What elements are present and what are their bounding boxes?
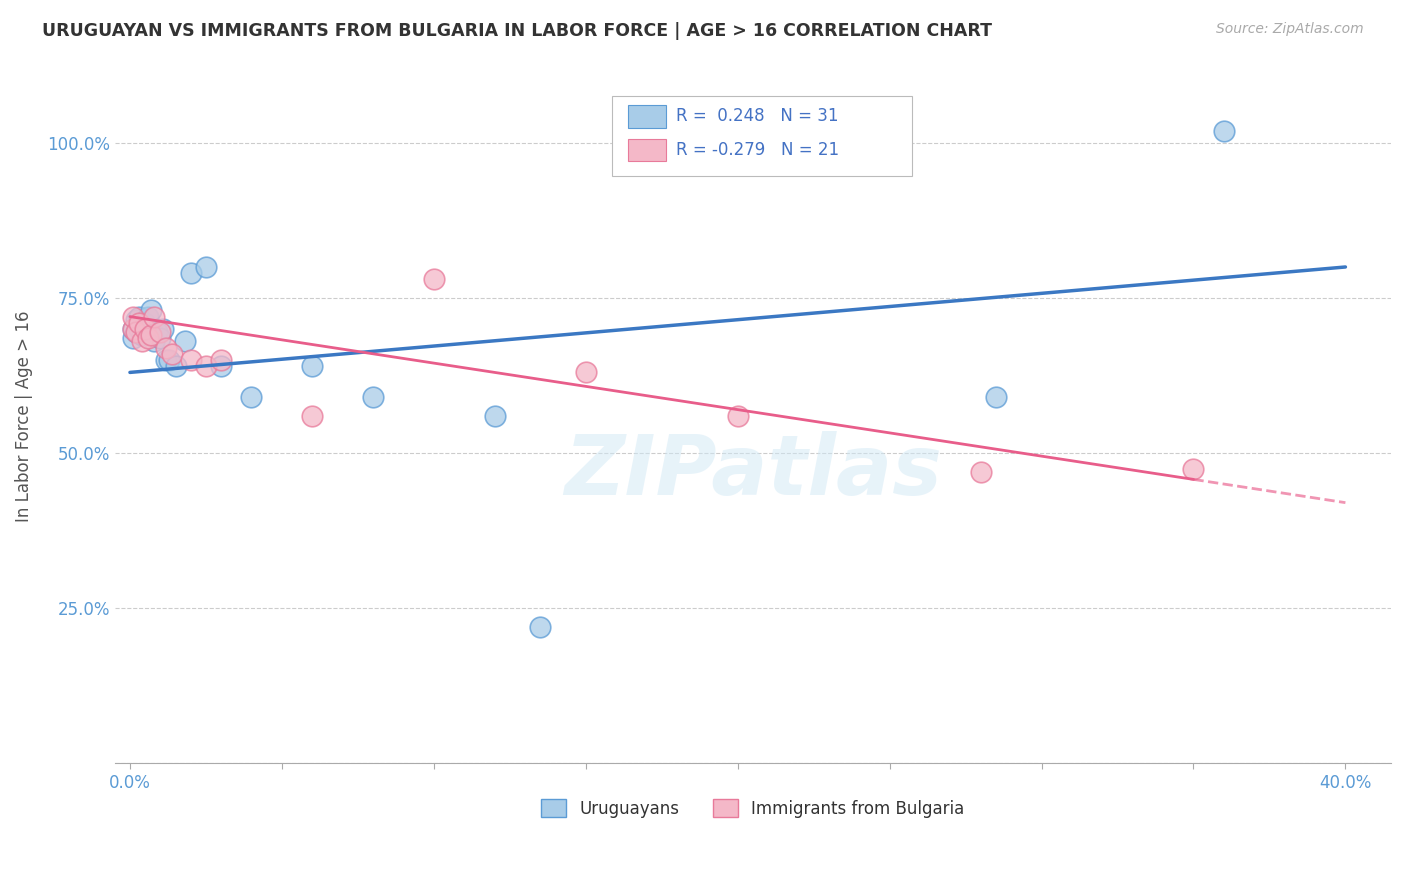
Point [575, 366, 598, 380]
Point [122, 310, 145, 324]
Point [134, 316, 156, 330]
Point [194, 359, 217, 374]
Point [128, 310, 150, 324]
Point [131, 328, 153, 343]
Point [1182, 461, 1205, 475]
Point [152, 322, 174, 336]
Point [149, 325, 172, 339]
FancyBboxPatch shape [628, 105, 666, 128]
Point [423, 272, 446, 286]
Point [984, 390, 1007, 404]
Point [194, 260, 217, 274]
Point [134, 322, 156, 336]
Point [484, 409, 506, 423]
Point [180, 353, 202, 368]
Point [727, 409, 749, 423]
Point [143, 334, 166, 349]
Legend: Uruguayans, Immigrants from Bulgaria: Uruguayans, Immigrants from Bulgaria [534, 793, 972, 824]
Point [136, 310, 159, 324]
Point [122, 331, 145, 345]
Point [180, 266, 202, 280]
Point [125, 325, 148, 339]
Point [159, 353, 181, 368]
Y-axis label: In Labor Force | Age > 16: In Labor Force | Age > 16 [15, 310, 32, 522]
Text: R =  0.248   N = 31: R = 0.248 N = 31 [676, 107, 839, 126]
Point [125, 325, 148, 339]
Text: URUGUAYAN VS IMMIGRANTS FROM BULGARIA IN LABOR FORCE | AGE > 16 CORRELATION CHAR: URUGUAYAN VS IMMIGRANTS FROM BULGARIA IN… [42, 22, 993, 40]
Point [134, 322, 156, 336]
Point [1212, 123, 1234, 137]
Point [141, 328, 163, 343]
Point [529, 620, 551, 634]
Point [155, 341, 177, 355]
Text: ZIPatlas: ZIPatlas [564, 431, 942, 512]
Point [128, 322, 150, 336]
Point [131, 334, 153, 349]
Point [162, 347, 184, 361]
Point [136, 331, 159, 345]
Point [155, 353, 177, 368]
Point [173, 334, 195, 349]
Point [122, 322, 145, 336]
Point [240, 390, 263, 404]
Point [125, 312, 148, 326]
Point [209, 353, 232, 368]
FancyBboxPatch shape [613, 96, 912, 177]
Point [131, 318, 153, 333]
Point [143, 310, 166, 324]
Point [149, 331, 172, 345]
Point [301, 359, 323, 374]
Point [361, 390, 384, 404]
Point [301, 409, 323, 423]
Point [122, 322, 145, 336]
Point [128, 316, 150, 330]
Point [165, 359, 187, 374]
Point [209, 359, 232, 374]
Point [141, 303, 163, 318]
Point [970, 465, 993, 479]
Text: R = -0.279   N = 21: R = -0.279 N = 21 [676, 141, 839, 159]
Text: Source: ZipAtlas.com: Source: ZipAtlas.com [1216, 22, 1364, 37]
Point [136, 322, 159, 336]
FancyBboxPatch shape [628, 138, 666, 161]
Point [146, 325, 169, 339]
